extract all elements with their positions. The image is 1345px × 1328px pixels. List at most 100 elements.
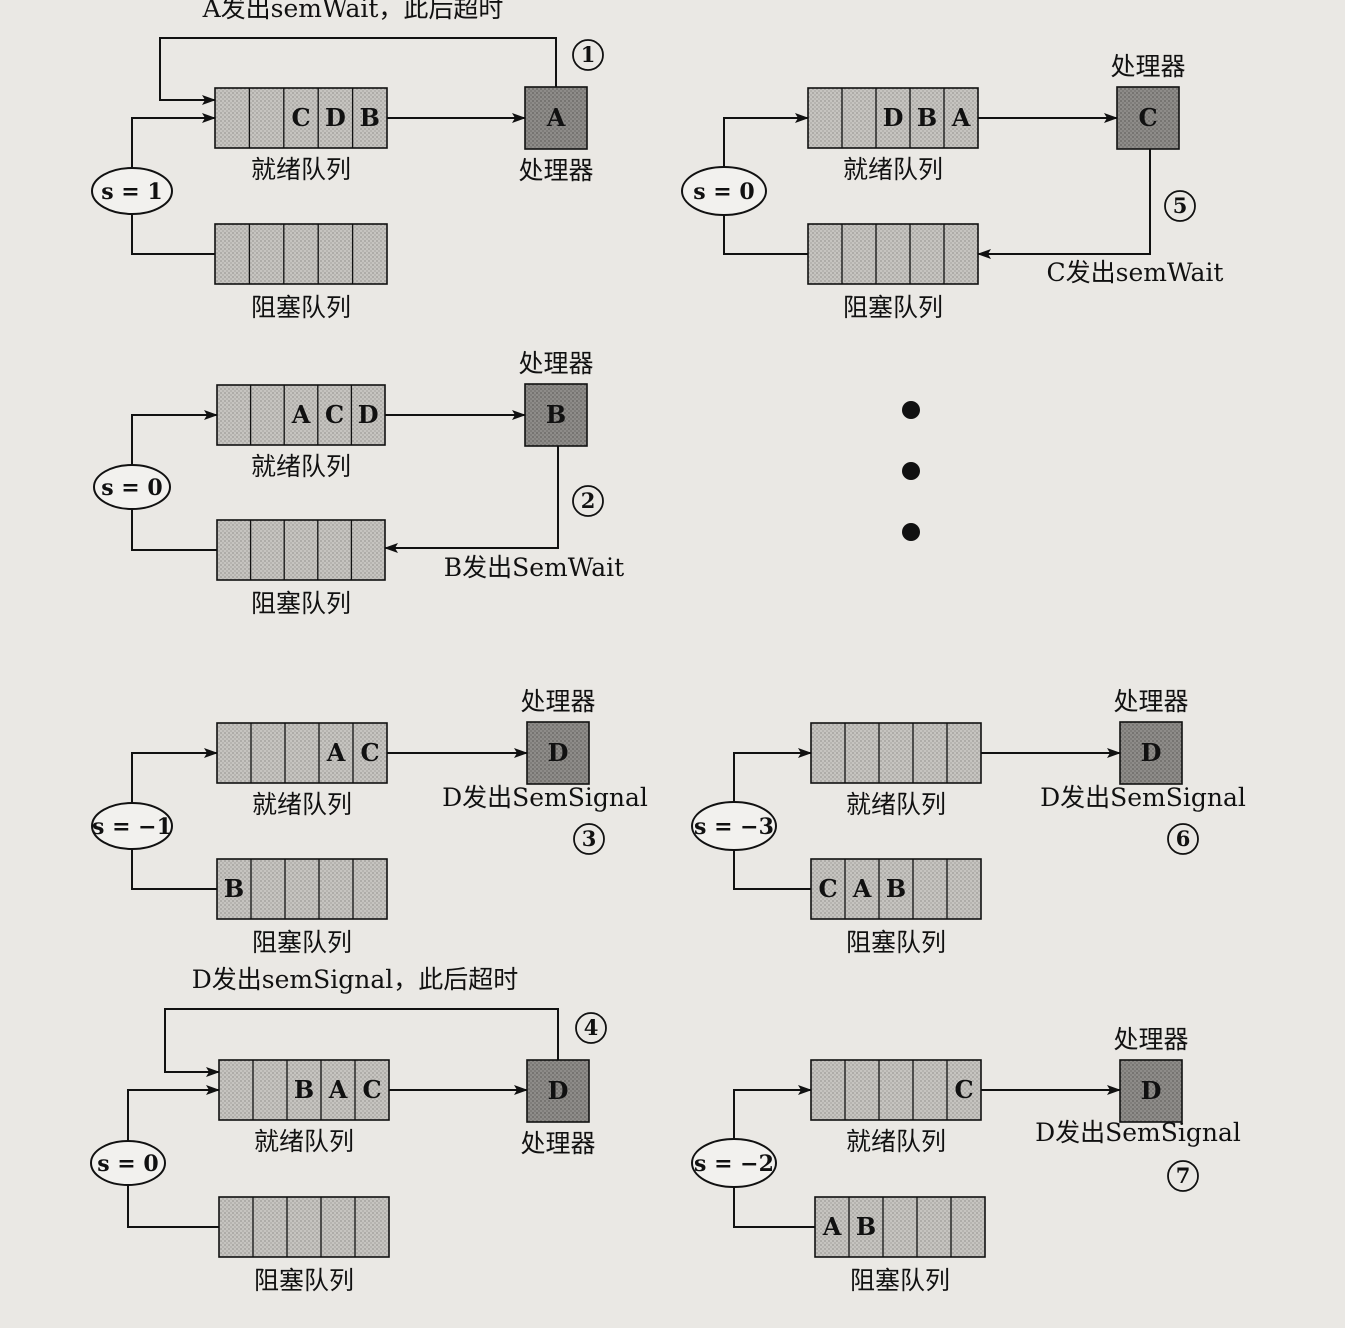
step-number-circle [1167, 1160, 1199, 1192]
ready-queue-label: 就绪队列 [251, 155, 351, 184]
semaphore-ellipse [691, 801, 777, 851]
blocked-queue [807, 223, 979, 285]
step-number-circle [1164, 190, 1196, 222]
ready-queue [810, 722, 982, 784]
timeout-loop-arrow [164, 1008, 559, 1077]
semaphore-ellipse [91, 802, 173, 850]
step-number-circle [573, 823, 605, 855]
ready-queue-cell: C [291, 103, 310, 132]
semaphore-to-ready-arrow [733, 1085, 812, 1139]
blocked-queue-box [216, 858, 388, 920]
timeout-loop-arrow [159, 37, 557, 105]
processor-label: 处理器 [1113, 1025, 1188, 1054]
ellipsis-dots [902, 401, 920, 541]
semaphore-to-ready-arrow [733, 748, 812, 802]
processor-process: D [1141, 738, 1162, 767]
processor-label: 处理器 [1110, 52, 1185, 81]
ready-queue-cell: C [954, 1075, 973, 1104]
action-label: D发出SemSignal [1040, 783, 1246, 812]
step-number: 3 [582, 826, 597, 851]
processor-process: A [546, 103, 566, 132]
step-number-circle [1167, 823, 1199, 855]
semaphore-value: s = 0 [97, 1151, 158, 1177]
processor-label: 处理器 [520, 687, 595, 716]
semaphore-to-blocked-line [723, 215, 808, 255]
ready-queue-label: 就绪队列 [843, 155, 943, 184]
semaphore-value: s = 0 [693, 179, 754, 205]
processor-label: 处理器 [520, 1129, 595, 1158]
step-number: 7 [1176, 1163, 1191, 1188]
semaphore-to-ready-arrow [127, 1085, 220, 1141]
processor-process: C [1138, 103, 1157, 132]
blocked-queue-box [214, 223, 388, 285]
ready-queue-cell: C [325, 400, 344, 429]
ready-queue-box [810, 722, 982, 784]
processor-box [1119, 721, 1183, 785]
blocked-queue-box [814, 1196, 986, 1258]
ready-queue-cell: B [294, 1075, 314, 1104]
blocked-queue-label: 阻塞队列 [252, 928, 352, 957]
blocked-queue [214, 223, 388, 285]
blocked-queue-cell: B [856, 1212, 876, 1241]
blocked-queue-cell: A [822, 1212, 842, 1241]
semaphore-ellipse [691, 1138, 777, 1188]
blocked-queue-cell: B [224, 874, 244, 903]
step-number-circle [572, 39, 604, 71]
semaphore-to-blocked-line [733, 1187, 815, 1228]
step-number: 5 [1173, 193, 1188, 218]
semaphore-to-ready-arrow [723, 113, 809, 167]
blocked-queue: B [216, 858, 388, 920]
ready-queue-label: 就绪队列 [254, 1127, 354, 1156]
semaphore-value: s = 1 [101, 179, 162, 205]
blocked-queue [216, 519, 386, 581]
semaphore-value: s = −2 [694, 1151, 774, 1177]
semaphore-ellipse [91, 167, 173, 215]
blocked-queue-cell: B [886, 874, 906, 903]
semaphore-to-blocked-line [131, 849, 217, 890]
processor-box [524, 86, 588, 150]
processor-process: B [546, 400, 566, 429]
action-label: D发出semSignal，此后超时 [192, 965, 519, 994]
semaphore-to-ready-arrow [131, 748, 218, 803]
processor-process: D [548, 1076, 569, 1105]
blocked-queue-label: 阻塞队列 [251, 293, 351, 322]
processor-label: 处理器 [1113, 687, 1188, 716]
ready-queue-cell: D [358, 400, 379, 429]
processor-box [524, 383, 588, 447]
ready-queue-cell: D [883, 103, 904, 132]
blocked-queue-label: 阻塞队列 [850, 1266, 950, 1295]
ready-queue-cell: A [328, 1075, 348, 1104]
ellipsis-dot [902, 401, 920, 419]
ready-queue-cell: D [325, 103, 346, 132]
blocked-queue-label: 阻塞队列 [254, 1266, 354, 1295]
ready-queue: C [810, 1059, 982, 1121]
semaphore-value: s = 0 [101, 475, 162, 501]
ready-queue-cell: C [360, 738, 379, 767]
blocked-queue-cell: A [852, 874, 872, 903]
ready-queue-label: 就绪队列 [251, 452, 351, 481]
blocked-queue-cell: C [818, 874, 837, 903]
processor-label: 处理器 [518, 156, 593, 185]
blocked-queue-box [216, 519, 386, 581]
blocked-queue-box [807, 223, 979, 285]
step-number: 1 [581, 42, 596, 67]
semaphore-to-ready-arrow [131, 410, 218, 465]
semaphore-ellipse [90, 1140, 166, 1186]
ready-queue-box [214, 87, 388, 149]
ready-queue-box [807, 87, 979, 149]
blocked-queue-label: 阻塞队列 [251, 589, 351, 618]
ready-queue-cell: A [291, 400, 311, 429]
ready-queue-label: 就绪队列 [846, 1127, 946, 1156]
semaphore-to-blocked-line [733, 850, 811, 890]
ready-queue-box [810, 1059, 982, 1121]
ready-queue-box [216, 722, 388, 784]
block-arrow [384, 446, 559, 553]
